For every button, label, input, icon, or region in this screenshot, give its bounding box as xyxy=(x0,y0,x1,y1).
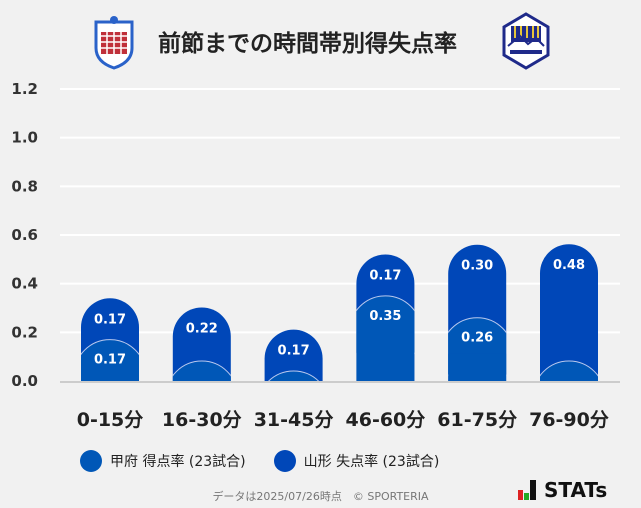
legend: 甲府 得点率 (23試合) 山形 失点率 (23試合) xyxy=(80,450,439,472)
chart-title: 前節までの時間帯別得失点率 xyxy=(158,31,457,57)
x-tick-label: 61-75分 xyxy=(437,409,517,431)
bar-chart: 0.0 0.2 0.4 0.6 0.8 1.0 1.2 0.17 0.17 0-15分 0.22 16… xyxy=(11,80,620,440)
legend-item-kofu[interactable]: 甲府 得点率 (23試合) xyxy=(80,450,246,472)
stats-logo-icon xyxy=(518,480,536,500)
bar-yamagata-conceded[interactable] xyxy=(172,307,231,381)
bar-group: 0.48 xyxy=(533,244,605,433)
bar-yamagata-conceded[interactable] xyxy=(540,244,598,381)
data-label-kofu: 0.26 xyxy=(461,331,493,346)
y-tick-label: 0.8 xyxy=(11,177,38,195)
y-tick-label: 0.4 xyxy=(11,275,38,293)
legend-label: 甲府 得点率 (23試合) xyxy=(110,454,246,470)
y-tick-label: 0.0 xyxy=(11,372,38,390)
bar-kofu-scored[interactable] xyxy=(533,360,605,433)
bar-group: 0.17 xyxy=(258,329,330,440)
data-label-yamagata: 0.17 xyxy=(94,312,126,327)
data-label-yamagata: 0.17 xyxy=(369,268,401,283)
stats-brand: STATs xyxy=(518,478,607,502)
data-label-yamagata: 0.48 xyxy=(553,258,585,273)
data-label-yamagata: 0.30 xyxy=(461,259,493,274)
data-label-kofu: 0.35 xyxy=(369,309,401,324)
y-tick-label: 0.2 xyxy=(11,323,38,341)
yamagata-logo xyxy=(502,12,550,74)
stats-text: STATs xyxy=(544,478,608,502)
y-tick-label: 1.2 xyxy=(11,80,38,98)
y-tick-label: 1.0 xyxy=(11,129,38,147)
footer-credit: データは2025/07/26時点 © SPORTERIA xyxy=(212,490,429,503)
legend-item-yamagata[interactable]: 山形 失点率 (23試合) xyxy=(273,450,440,472)
x-tick-label: 16-30分 xyxy=(162,409,242,431)
x-tick-label: 76-90分 xyxy=(529,409,609,431)
kofu-logo xyxy=(92,14,136,74)
legend-swatch xyxy=(273,450,296,472)
bar-group: 0.17 0.17 xyxy=(81,298,139,381)
data-label-yamagata: 0.17 xyxy=(278,344,310,359)
bar-group: 0.22 xyxy=(166,307,238,433)
bar-group: 0.17 0.35 xyxy=(356,254,415,381)
bar-kofu-scored-body xyxy=(81,375,139,381)
x-tick-label: 31-45分 xyxy=(254,409,334,431)
y-tick-label: 0.6 xyxy=(11,226,38,244)
data-label-kofu: 0.17 xyxy=(94,353,126,368)
bar-yamagata-conceded[interactable] xyxy=(264,329,323,381)
x-tick-label: 46-60分 xyxy=(346,409,426,431)
bar-kofu-scored-body xyxy=(356,331,415,381)
bar-group: 0.30 0.26 xyxy=(448,244,507,381)
bar-kofu-scored[interactable] xyxy=(166,360,238,433)
x-tick-label: 0-15分 xyxy=(77,409,144,431)
legend-swatch xyxy=(80,450,102,472)
bar-kofu-scored[interactable] xyxy=(258,370,330,440)
data-label-yamagata: 0.22 xyxy=(186,321,218,336)
bar-kofu-scored-body xyxy=(448,353,507,381)
legend-label: 山形 失点率 (23試合) xyxy=(303,454,440,470)
